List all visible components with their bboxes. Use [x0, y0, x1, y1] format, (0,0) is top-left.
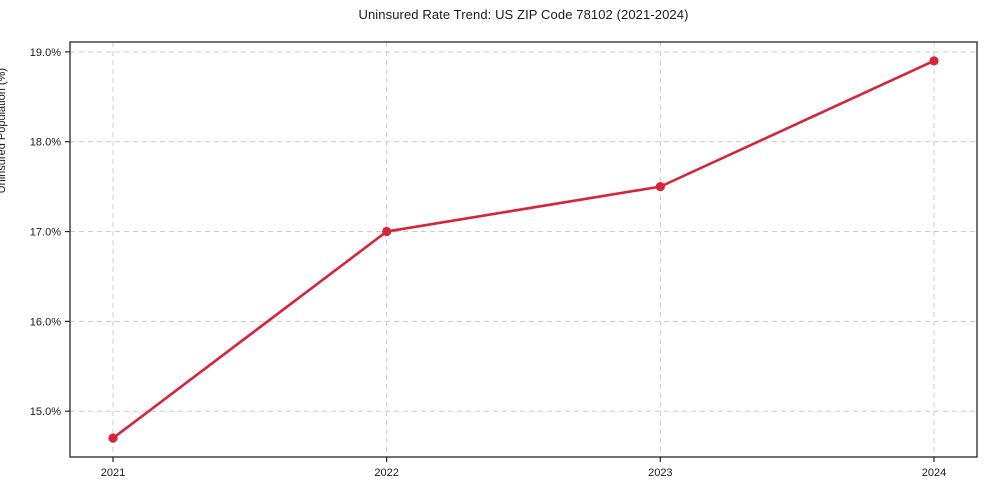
trend-line — [111, 59, 936, 440]
y-tick-label: 19.0% — [30, 47, 61, 59]
x-tick-label: 2024 — [922, 467, 946, 479]
x-tick-label: 2021 — [101, 467, 125, 479]
y-tick-label: 17.0% — [30, 227, 61, 239]
chart-title: Uninsured Rate Trend: US ZIP Code 78102 … — [358, 7, 689, 22]
data-point-marker — [929, 56, 939, 66]
x-tick-label: 2023 — [648, 467, 672, 479]
data-point-marker — [382, 226, 392, 237]
x-tick-label: 2022 — [374, 467, 398, 479]
data-point-marker — [108, 433, 118, 443]
y-tick-label: 18.0% — [30, 137, 61, 149]
y-tick-label: 16.0% — [30, 316, 61, 328]
data-point-marker — [655, 182, 665, 192]
plot-frame — [69, 41, 978, 458]
y-tick-label: 15.0% — [30, 406, 61, 418]
